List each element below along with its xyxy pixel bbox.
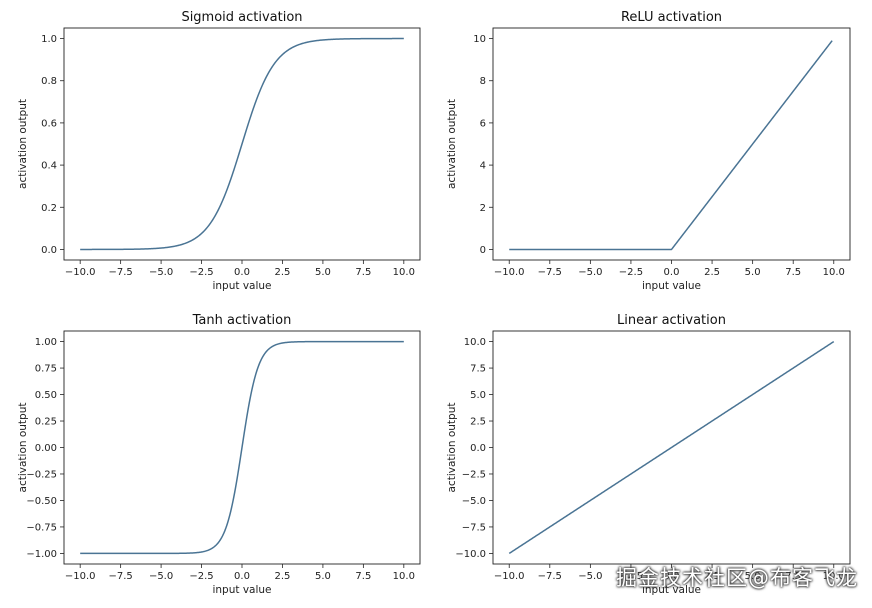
y-tick-label: 6 [480,118,486,129]
panel-relu: −10.0 −7.5 −5.0 −2.5 0.0 2.5 5.0 7.5 10.0 0 2 4 6 8 10… [446,10,851,292]
x-tick-label: 10.0 [823,571,845,582]
x-tick-label: 2.5 [704,571,720,582]
x-axis-label: input value [642,280,701,292]
x-tick-label: 10.0 [823,267,845,278]
y-tick-label: 0.0 [470,443,486,454]
y-tick-label: 4 [480,161,486,172]
axes-frame [492,27,851,261]
x-tick-label: 10.0 [393,571,415,582]
x-tick-label: 0.0 [664,571,680,582]
x-tick-label: −10.0 [65,267,96,278]
y-tick-label: 0.75 [35,364,57,375]
x-tick-label: 10.0 [393,267,415,278]
x-tick-label: 0.0 [234,267,250,278]
x-tick-label: 7.5 [785,571,801,582]
x-tick-label: −10.0 [494,267,525,278]
y-tick-label: 10 [473,34,486,45]
x-tick-label: −5.0 [149,571,173,582]
x-tick-label: 5.0 [745,267,761,278]
x-tick-label: 7.5 [355,571,371,582]
panel-title: Linear activation [617,313,726,328]
x-axis-label: input value [642,584,701,596]
y-tick-label: 0.4 [41,161,57,172]
y-tick-label: 0.50 [35,390,57,401]
x-tick-label: 2.5 [275,571,291,582]
x-tick-label: 5.0 [315,267,331,278]
y-tick-label: 2.5 [470,417,486,428]
y-tick-label: 0 [480,245,486,256]
y-tick-label: 1.0 [41,34,57,45]
y-axis-label: activation output [446,403,458,493]
x-tick-label: −5.0 [578,267,602,278]
y-tick-label: −1.00 [26,549,57,560]
y-tick-label: 0.25 [35,417,57,428]
panel-tanh: −10.0 −7.5 −5.0 −2.5 0.0 2.5 5.0 7.5 10.0 −1.00 −0… [17,313,421,596]
y-tick-label: −2.5 [462,469,486,480]
x-tick-label: −7.5 [108,267,132,278]
y-tick-label: −7.5 [462,522,486,533]
y-tick-label: 0.0 [41,245,57,256]
y-tick-label: 1.00 [35,337,57,348]
y-axis-label: activation output [17,99,29,189]
x-tick-label: −7.5 [108,571,132,582]
x-tick-label: −10.0 [494,571,525,582]
y-tick-label: 10.0 [464,337,486,348]
x-tick-label: 0.0 [234,571,250,582]
x-tick-label: 7.5 [785,267,801,278]
relu-curve [509,40,833,251]
y-tick-label: 8 [480,76,486,87]
y-tick-label: 2 [480,203,486,214]
x-tick-label: 7.5 [355,267,371,278]
x-tick-label: −7.5 [538,267,562,278]
x-tick-label: 0.0 [664,267,680,278]
y-tick-label: 0.00 [35,443,57,454]
y-tick-label: −10.0 [455,549,486,560]
y-tick-label: −0.75 [26,522,57,533]
y-axis-label: activation output [17,403,29,493]
y-tick-label: 0.6 [41,118,57,129]
y-tick-label: 5.0 [470,390,486,401]
sigmoid-curve [80,37,404,251]
x-tick-label: −10.0 [65,571,96,582]
y-tick-label: 0.2 [41,203,57,214]
y-tick-label: −5.0 [462,496,486,507]
x-tick-label: −2.5 [189,267,213,278]
y-tick-label: 7.5 [470,364,486,375]
x-tick-label: −2.5 [189,571,213,582]
y-axis-label: activation output [446,99,458,189]
panel-title: ReLU activation [621,10,722,25]
panel-linear: −10.0 −7.5 −5.0 −2.5 0.0 2.5 5.0 7.5 10.0 −10.0 −7… [446,313,851,596]
x-axis-label: input value [212,280,271,292]
x-tick-label: −5.0 [149,267,173,278]
watermark-text: 掘金技术社区@布客飞龙 [616,566,858,590]
y-tick-label: 0.8 [41,76,57,87]
panel-title: Sigmoid activation [181,10,302,25]
x-tick-label: 5.0 [745,571,761,582]
linear-curve [508,340,835,555]
x-tick-label: −5.0 [578,571,602,582]
x-tick-label: 2.5 [275,267,291,278]
x-axis-label: input value [212,584,271,596]
tanh-curve [80,340,404,555]
x-tick-label: −2.5 [619,571,643,582]
x-tick-label: −2.5 [619,267,643,278]
y-tick-label: −0.50 [26,496,57,507]
x-tick-label: 5.0 [315,571,331,582]
panel-sigmoid: −10.0 −7.5 −5.0 −2.5 0.0 2.5 5.0 7.5 10.0 0.0 0.2 0… [17,10,421,292]
x-tick-label: 2.5 [704,267,720,278]
panel-title: Tanh activation [192,313,292,328]
x-tick-label: −7.5 [538,571,562,582]
y-tick-label: −0.25 [26,469,57,480]
